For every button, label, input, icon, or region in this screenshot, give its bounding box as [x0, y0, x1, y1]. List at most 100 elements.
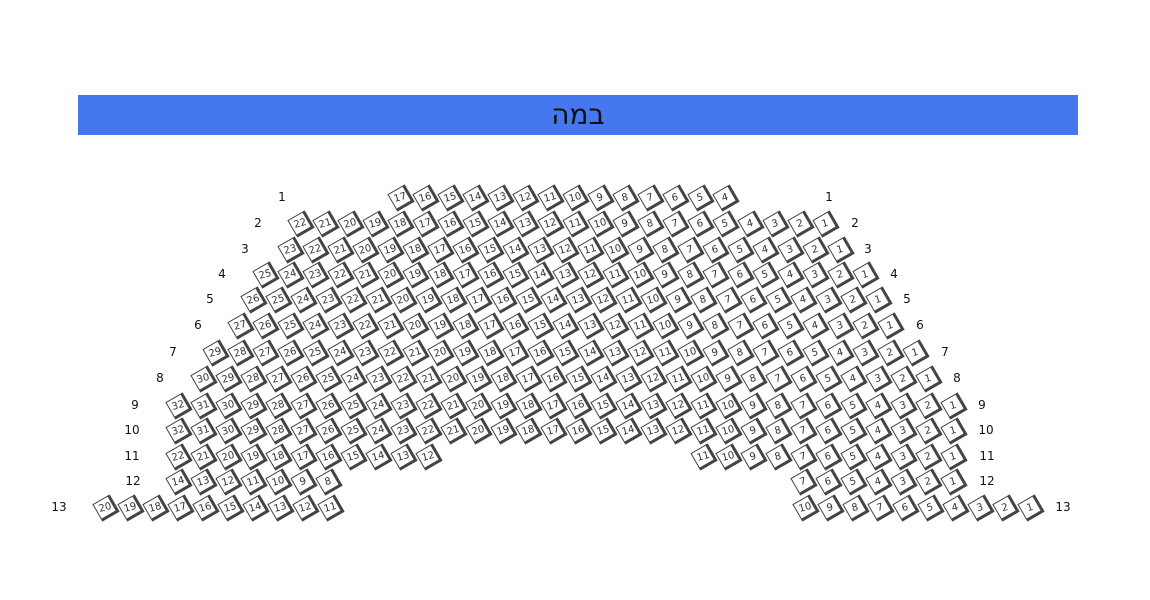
seat[interactable]: 1: [812, 210, 840, 238]
seat[interactable]: 5: [840, 417, 868, 445]
seat[interactable]: 29: [240, 392, 268, 420]
seat[interactable]: 11: [602, 261, 630, 289]
seat[interactable]: 17: [167, 494, 195, 522]
seat[interactable]: 7: [727, 312, 755, 340]
seat[interactable]: 6: [687, 210, 715, 238]
seat[interactable]: 26: [252, 312, 280, 340]
seat[interactable]: 8: [765, 392, 793, 420]
seat[interactable]: 5: [777, 312, 805, 340]
seat[interactable]: 25: [252, 261, 280, 289]
seat[interactable]: 13: [190, 468, 218, 496]
seat[interactable]: 9: [817, 494, 845, 522]
seat[interactable]: 12: [537, 210, 565, 238]
seat[interactable]: 9: [612, 210, 640, 238]
seat[interactable]: 11: [317, 494, 345, 522]
seat[interactable]: 10: [792, 494, 820, 522]
seat[interactable]: 13: [527, 236, 555, 264]
seat[interactable]: 14: [242, 494, 270, 522]
seat[interactable]: 14: [527, 261, 555, 289]
seat[interactable]: 3: [967, 494, 995, 522]
seat[interactable]: 5: [917, 494, 945, 522]
seat[interactable]: 11: [690, 392, 718, 420]
seat[interactable]: 15: [477, 236, 505, 264]
seat[interactable]: 14: [487, 210, 515, 238]
seat[interactable]: 3: [777, 236, 805, 264]
seat[interactable]: 26: [277, 339, 305, 367]
seat[interactable]: 16: [527, 339, 555, 367]
seat[interactable]: 29: [215, 365, 243, 393]
seat[interactable]: 31: [190, 417, 218, 445]
seat[interactable]: 7: [662, 210, 690, 238]
seat[interactable]: 17: [540, 392, 568, 420]
seat[interactable]: 15: [565, 365, 593, 393]
seat[interactable]: 30: [190, 365, 218, 393]
seat[interactable]: 23: [390, 417, 418, 445]
seat[interactable]: 6: [777, 339, 805, 367]
seat[interactable]: 8: [677, 261, 705, 289]
seat[interactable]: 19: [490, 417, 518, 445]
seat[interactable]: 32: [165, 392, 193, 420]
seat[interactable]: 1: [940, 392, 968, 420]
seat[interactable]: 9: [665, 286, 693, 314]
seat[interactable]: 18: [515, 392, 543, 420]
seat[interactable]: 3: [815, 286, 843, 314]
seat[interactable]: 7: [637, 184, 665, 212]
seat[interactable]: 1: [940, 417, 968, 445]
seat[interactable]: 10: [715, 417, 743, 445]
seat[interactable]: 4: [865, 443, 893, 471]
seat[interactable]: 7: [715, 286, 743, 314]
seat[interactable]: 12: [415, 443, 443, 471]
seat[interactable]: 4: [942, 494, 970, 522]
seat[interactable]: 27: [290, 392, 318, 420]
seat[interactable]: 14: [365, 443, 393, 471]
seat[interactable]: 12: [552, 236, 580, 264]
seat[interactable]: 8: [702, 312, 730, 340]
seat[interactable]: 4: [840, 365, 868, 393]
seat[interactable]: 15: [527, 312, 555, 340]
seat[interactable]: 8: [690, 286, 718, 314]
seat[interactable]: 13: [267, 494, 295, 522]
seat[interactable]: 4: [712, 184, 740, 212]
seat[interactable]: 10: [587, 210, 615, 238]
seat[interactable]: 10: [562, 184, 590, 212]
seat[interactable]: 9: [677, 312, 705, 340]
seat[interactable]: 15: [590, 392, 618, 420]
seat[interactable]: 5: [840, 468, 868, 496]
seat[interactable]: 20: [337, 210, 365, 238]
seat[interactable]: 13: [552, 261, 580, 289]
seat[interactable]: 30: [215, 392, 243, 420]
seat[interactable]: 6: [752, 312, 780, 340]
seat[interactable]: 29: [202, 339, 230, 367]
seat[interactable]: 12: [292, 494, 320, 522]
seat[interactable]: 28: [265, 417, 293, 445]
seat[interactable]: 19: [427, 312, 455, 340]
seat[interactable]: 11: [665, 365, 693, 393]
seat[interactable]: 4: [752, 236, 780, 264]
seat[interactable]: 21: [440, 392, 468, 420]
seat[interactable]: 13: [640, 417, 668, 445]
seat[interactable]: 3: [890, 468, 918, 496]
seat[interactable]: 22: [377, 339, 405, 367]
seat[interactable]: 20: [465, 392, 493, 420]
seat[interactable]: 20: [390, 286, 418, 314]
seat[interactable]: 25: [340, 392, 368, 420]
seat[interactable]: 16: [565, 392, 593, 420]
seat[interactable]: 13: [565, 286, 593, 314]
seat[interactable]: 20: [427, 339, 455, 367]
seat[interactable]: 9: [740, 417, 768, 445]
seat[interactable]: 26: [240, 286, 268, 314]
seat[interactable]: 4: [777, 261, 805, 289]
seat[interactable]: 4: [865, 417, 893, 445]
seat[interactable]: 11: [690, 417, 718, 445]
seat[interactable]: 5: [727, 236, 755, 264]
seat[interactable]: 6: [815, 443, 843, 471]
seat[interactable]: 18: [477, 339, 505, 367]
seat[interactable]: 3: [890, 417, 918, 445]
seat[interactable]: 16: [315, 443, 343, 471]
seat[interactable]: 17: [515, 365, 543, 393]
seat[interactable]: 2: [915, 468, 943, 496]
seat[interactable]: 25: [302, 339, 330, 367]
seat[interactable]: 5: [765, 286, 793, 314]
seat[interactable]: 24: [365, 417, 393, 445]
seat[interactable]: 2: [992, 494, 1020, 522]
